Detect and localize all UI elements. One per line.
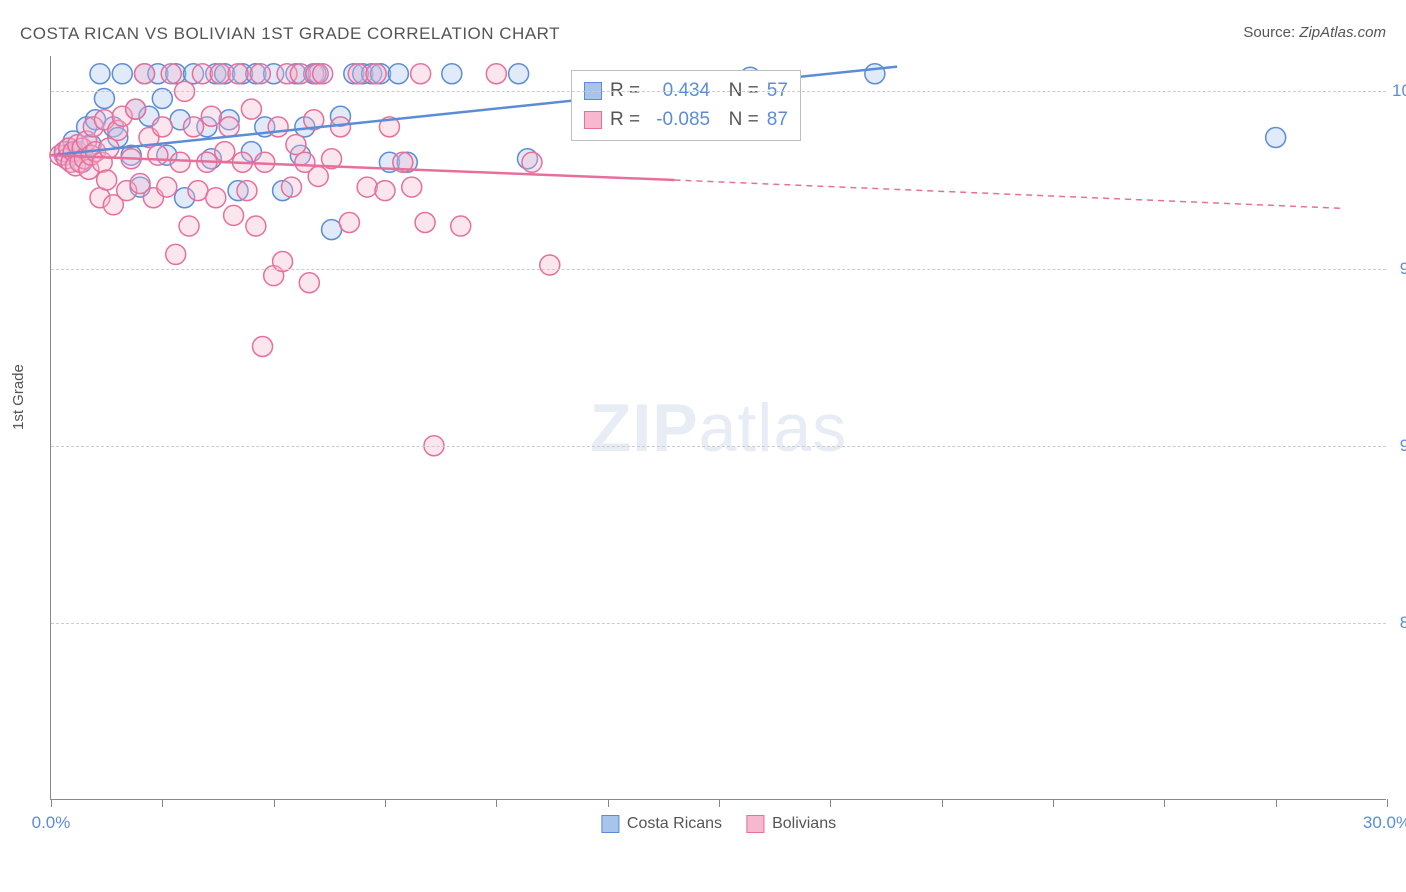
source-attribution: Source: ZipAtlas.com (1243, 24, 1386, 41)
scatter-point (509, 64, 529, 84)
gridline-h (51, 269, 1386, 270)
scatter-point (112, 64, 132, 84)
x-tick (51, 799, 52, 807)
scatter-point (388, 64, 408, 84)
scatter-point (339, 213, 359, 233)
y-tick-label: 95.0% (1392, 259, 1406, 279)
legend-swatch (746, 815, 764, 833)
source-label: Source: (1243, 24, 1295, 41)
scatter-point (253, 337, 273, 357)
legend-row: R = -0.085 N = 87 (584, 106, 788, 135)
scatter-point (308, 166, 328, 186)
scatter-point (451, 216, 471, 236)
scatter-point (286, 135, 306, 155)
scatter-point (268, 117, 288, 137)
scatter-point (375, 181, 395, 201)
scatter-point (442, 64, 462, 84)
scatter-point (402, 177, 422, 197)
scatter-point (126, 99, 146, 119)
legend-series-name: Costa Ricans (627, 815, 722, 833)
legend-r-value: -0.085 (648, 106, 710, 135)
x-tick (1053, 799, 1054, 807)
scatter-point (201, 106, 221, 126)
scatter-point (366, 64, 386, 84)
scatter-point (219, 117, 239, 137)
scatter-point (179, 216, 199, 236)
scatter-point (135, 64, 155, 84)
scatter-point (161, 64, 181, 84)
gridline-h (51, 623, 1386, 624)
scatter-point (188, 181, 208, 201)
scatter-point (170, 152, 190, 172)
y-tick-label: 85.0% (1392, 613, 1406, 633)
scatter-point (415, 213, 435, 233)
scatter-point (152, 117, 172, 137)
scatter-point (246, 216, 266, 236)
x-tick (1164, 799, 1165, 807)
x-tick (496, 799, 497, 807)
x-tick (830, 799, 831, 807)
scatter-point (148, 145, 168, 165)
legend-bottom: Costa Ricans Bolivians (601, 815, 836, 833)
x-tick-label: 0.0% (32, 813, 71, 833)
scatter-point (97, 170, 117, 190)
legend-swatch (584, 111, 602, 129)
legend-correlation-box: R =0.434 N =57R =-0.085 N =87 (571, 70, 801, 141)
legend-swatch (601, 815, 619, 833)
y-tick-label: 100.0% (1392, 81, 1406, 101)
scatter-point (313, 64, 333, 84)
chart-svg (51, 56, 1386, 799)
scatter-point (357, 177, 377, 197)
scatter-point (210, 64, 230, 84)
legend-bottom-item: Costa Ricans (601, 815, 722, 833)
scatter-point (299, 273, 319, 293)
x-tick (1276, 799, 1277, 807)
x-tick (162, 799, 163, 807)
scatter-point (241, 99, 261, 119)
scatter-point (215, 142, 235, 162)
x-tick (274, 799, 275, 807)
legend-r-label: R = (610, 106, 640, 135)
legend-n-label: N = (718, 106, 759, 135)
scatter-point (90, 64, 110, 84)
x-tick-label: 30.0% (1363, 813, 1406, 833)
legend-bottom-item: Bolivians (746, 815, 836, 833)
scatter-point (348, 64, 368, 84)
legend-series-name: Bolivians (772, 815, 836, 833)
gridline-h (51, 446, 1386, 447)
x-tick (385, 799, 386, 807)
scatter-point (157, 177, 177, 197)
gridline-h (51, 91, 1386, 92)
scatter-point (540, 255, 560, 275)
trend-line-extrapolated (674, 180, 1342, 208)
y-tick-label: 90.0% (1392, 436, 1406, 456)
scatter-point (522, 152, 542, 172)
scatter-point (486, 64, 506, 84)
scatter-point (237, 181, 257, 201)
y-axis-label: 1st Grade (10, 364, 27, 430)
scatter-point (865, 64, 885, 84)
scatter-point (184, 117, 204, 137)
scatter-point (281, 177, 301, 197)
chart-title: COSTA RICAN VS BOLIVIAN 1ST GRADE CORREL… (20, 24, 560, 44)
x-tick (719, 799, 720, 807)
scatter-point (1266, 127, 1286, 147)
x-tick (942, 799, 943, 807)
scatter-point (192, 64, 212, 84)
scatter-point (224, 205, 244, 225)
scatter-point (206, 188, 226, 208)
chart-plot-area: ZIPatlas R =0.434 N =57R =-0.085 N =87 C… (50, 56, 1386, 800)
x-tick (608, 799, 609, 807)
legend-n-value: 87 (767, 106, 788, 135)
scatter-point (411, 64, 431, 84)
scatter-point (322, 220, 342, 240)
scatter-point (228, 64, 248, 84)
scatter-point (250, 64, 270, 84)
scatter-point (166, 244, 186, 264)
source-value: ZipAtlas.com (1299, 24, 1386, 41)
x-tick (1387, 799, 1388, 807)
